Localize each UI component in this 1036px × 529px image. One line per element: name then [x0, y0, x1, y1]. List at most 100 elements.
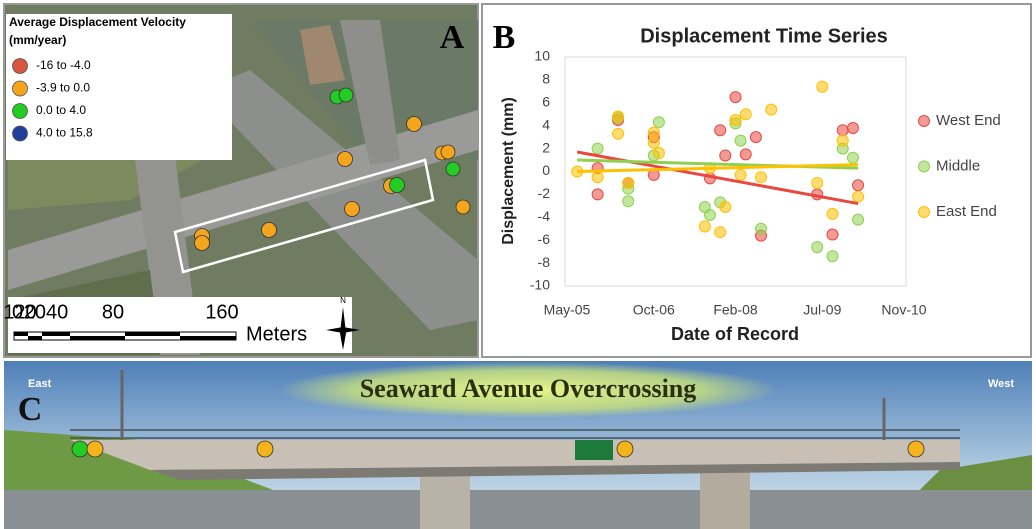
photo-point — [257, 441, 273, 457]
x-tick-label: Nov-10 — [881, 302, 926, 318]
legend-label: East End — [936, 203, 997, 220]
scale-bar-segment — [125, 332, 180, 336]
map-point — [338, 152, 353, 167]
scale-unit: Meters — [246, 323, 307, 345]
photo-point — [617, 441, 633, 457]
data-point — [837, 135, 848, 146]
data-point — [740, 109, 751, 120]
map-point — [339, 88, 353, 102]
legend-marker — [919, 207, 930, 218]
legend-label: 4.0 to 15.8 — [36, 126, 93, 140]
data-point — [653, 148, 664, 159]
data-point — [812, 177, 823, 188]
photo-title: Seaward Avenue Overcrossing — [360, 374, 697, 403]
data-point — [623, 196, 634, 207]
data-point — [592, 143, 603, 154]
y-tick-label: -6 — [538, 231, 551, 247]
y-tick-label: 6 — [542, 94, 550, 110]
data-point — [812, 242, 823, 253]
data-point — [715, 125, 726, 136]
scale-bar-segment — [42, 332, 70, 336]
scale-bar-segment — [14, 332, 28, 336]
x-tick-label: Jul-09 — [803, 302, 841, 318]
legend-label: -16 to -4.0 — [36, 58, 91, 72]
road-sign — [575, 440, 613, 460]
data-point — [592, 189, 603, 200]
legend-label: West End — [936, 112, 1001, 129]
x-tick-label: Oct-06 — [633, 302, 675, 318]
y-tick-label: -4 — [538, 208, 551, 224]
photo-panel: Seaward Avenue Overcrossing East West C — [4, 361, 1032, 529]
photo-point — [87, 441, 103, 457]
data-point — [704, 210, 715, 221]
scale-bar-segment — [28, 336, 42, 340]
map-point — [407, 117, 422, 132]
legend-label: -3.9 to 0.0 — [36, 81, 90, 95]
x-axis-title: Date of Record — [671, 324, 799, 344]
data-point — [853, 180, 864, 191]
data-point — [715, 227, 726, 238]
data-point — [837, 125, 848, 136]
data-point — [827, 251, 838, 262]
y-tick-label: -10 — [530, 277, 550, 293]
legend-label: Middle — [936, 157, 980, 174]
legend-title: (mm/year) — [9, 33, 66, 47]
y-tick-label: 4 — [542, 116, 550, 132]
panel-label: C — [18, 391, 43, 428]
legend-swatch — [13, 81, 28, 96]
scale-label: 160 — [205, 301, 238, 323]
page: { "panel_a": { "label": "A", "legend": {… — [0, 0, 1036, 529]
map-point — [262, 223, 277, 238]
map-point — [456, 200, 470, 214]
y-axis-title: Displacement (mm) — [500, 97, 517, 245]
legend-swatch — [13, 126, 28, 141]
x-tick-label: Feb-08 — [713, 302, 758, 318]
legend-marker — [919, 116, 930, 127]
y-tick-label: -8 — [538, 254, 551, 270]
data-point — [613, 111, 624, 122]
data-point — [720, 150, 731, 161]
north-label: N — [340, 296, 346, 305]
data-point — [699, 221, 710, 232]
direction-label: East — [28, 378, 52, 390]
y-tick-label: 10 — [534, 48, 550, 64]
map-panel: Average Displacement Velocity (mm/year) … — [3, 4, 478, 357]
scale-bar-segment — [180, 336, 236, 340]
scale-label: 120 — [3, 301, 36, 323]
data-point — [827, 208, 838, 219]
legend-label: 0.0 to 4.0 — [36, 103, 86, 117]
data-point — [740, 149, 751, 160]
scale-bar — [14, 332, 236, 340]
map-point — [390, 178, 405, 193]
y-tick-label: 0 — [542, 162, 550, 178]
photo-point — [72, 441, 88, 457]
data-point — [847, 152, 858, 163]
y-tick-label: -2 — [538, 185, 551, 201]
chart-panel: B Displacement Time Series Date of Recor… — [482, 4, 1031, 357]
map-point — [345, 202, 360, 217]
y-tick-label: 8 — [542, 71, 550, 87]
data-point — [720, 201, 731, 212]
data-point — [853, 214, 864, 225]
data-point — [613, 128, 624, 139]
data-point — [847, 122, 858, 133]
legend-swatch — [13, 59, 28, 74]
data-point — [623, 177, 634, 188]
data-point — [648, 127, 659, 138]
panel-label: A — [440, 19, 465, 56]
map-point — [195, 236, 210, 251]
scale-label: 80 — [102, 301, 124, 323]
data-point — [730, 114, 741, 125]
legend-title: Average Displacement Velocity — [9, 15, 186, 29]
data-point — [756, 223, 767, 234]
figure: Average Displacement Velocity (mm/year) … — [0, 0, 1036, 529]
photo-road — [4, 490, 1032, 529]
data-point — [853, 191, 864, 202]
panel-label: B — [493, 19, 516, 56]
data-point — [592, 172, 603, 183]
data-point — [735, 169, 746, 180]
scale-bar-segment — [70, 336, 125, 340]
map-point — [446, 162, 460, 176]
data-point — [735, 135, 746, 146]
data-point — [653, 117, 664, 128]
